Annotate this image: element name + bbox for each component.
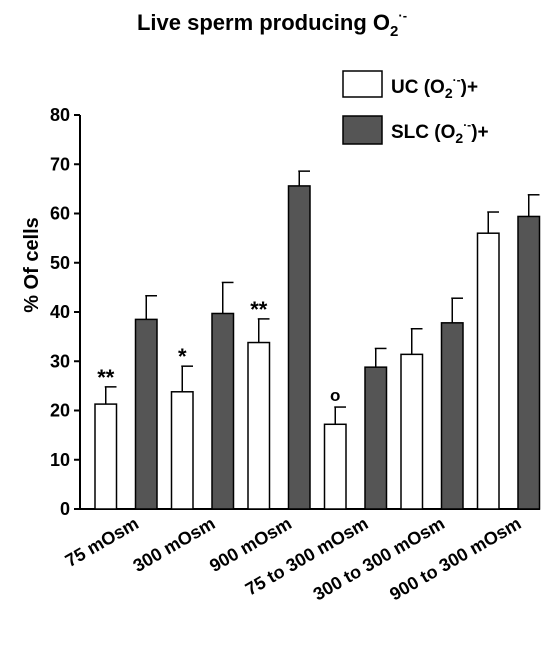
legend-swatch-uc (342, 70, 383, 98)
bar-uc-0 (94, 403, 118, 510)
bar-uc-5 (476, 232, 500, 510)
legend-swatch-slc (342, 115, 383, 145)
chart-title: Live sperm producing O2·- (137, 8, 407, 40)
x-tick-label: 300 to 300 mOsm (310, 513, 448, 604)
bar-slc-0 (134, 318, 158, 510)
x-tick-label: 900 to 300 mOsm (386, 513, 524, 604)
y-tick-label: 30 (50, 351, 70, 371)
bar-slc-2 (287, 185, 311, 510)
legend: UC (O2·-)+ SLC (O2·-)+ (342, 70, 489, 146)
y-axis-label: % Of cells (21, 217, 43, 313)
x-tick-label: 75 mOsm (62, 513, 142, 571)
y-tick-label: 50 (50, 253, 70, 273)
significance-marker: ** (250, 297, 268, 322)
x-tick-label: 300 mOsm (130, 513, 219, 576)
annotations: *****o (97, 297, 340, 405)
error-bars (104, 170, 540, 425)
significance-marker: ** (97, 365, 115, 390)
bar-uc-1 (170, 391, 194, 510)
bar-slc-5 (517, 215, 541, 510)
y-tick-label: 80 (50, 105, 70, 125)
y-tick-label: 60 (50, 204, 70, 224)
bar-uc-4 (400, 353, 424, 510)
bar-slc-3 (364, 366, 388, 510)
y-tick-label: 70 (50, 154, 70, 174)
bars (94, 185, 541, 510)
bar-uc-2 (247, 341, 271, 510)
significance-marker: o (330, 386, 340, 405)
y-tick-label: 20 (50, 401, 70, 421)
bar-slc-4 (440, 322, 464, 510)
legend-label-slc: SLC (O2·-)+ (391, 118, 489, 146)
y-tick-label: 10 (50, 450, 70, 470)
legend-label-uc: UC (O2·-)+ (391, 73, 478, 101)
bar-slc-1 (211, 312, 235, 510)
y-axis: 0 10 20 30 40 50 60 70 80 (50, 105, 81, 519)
significance-marker: * (178, 344, 187, 369)
y-tick-label: 0 (60, 499, 70, 519)
y-tick-label: 40 (50, 302, 70, 322)
bar-uc-3 (323, 423, 347, 510)
